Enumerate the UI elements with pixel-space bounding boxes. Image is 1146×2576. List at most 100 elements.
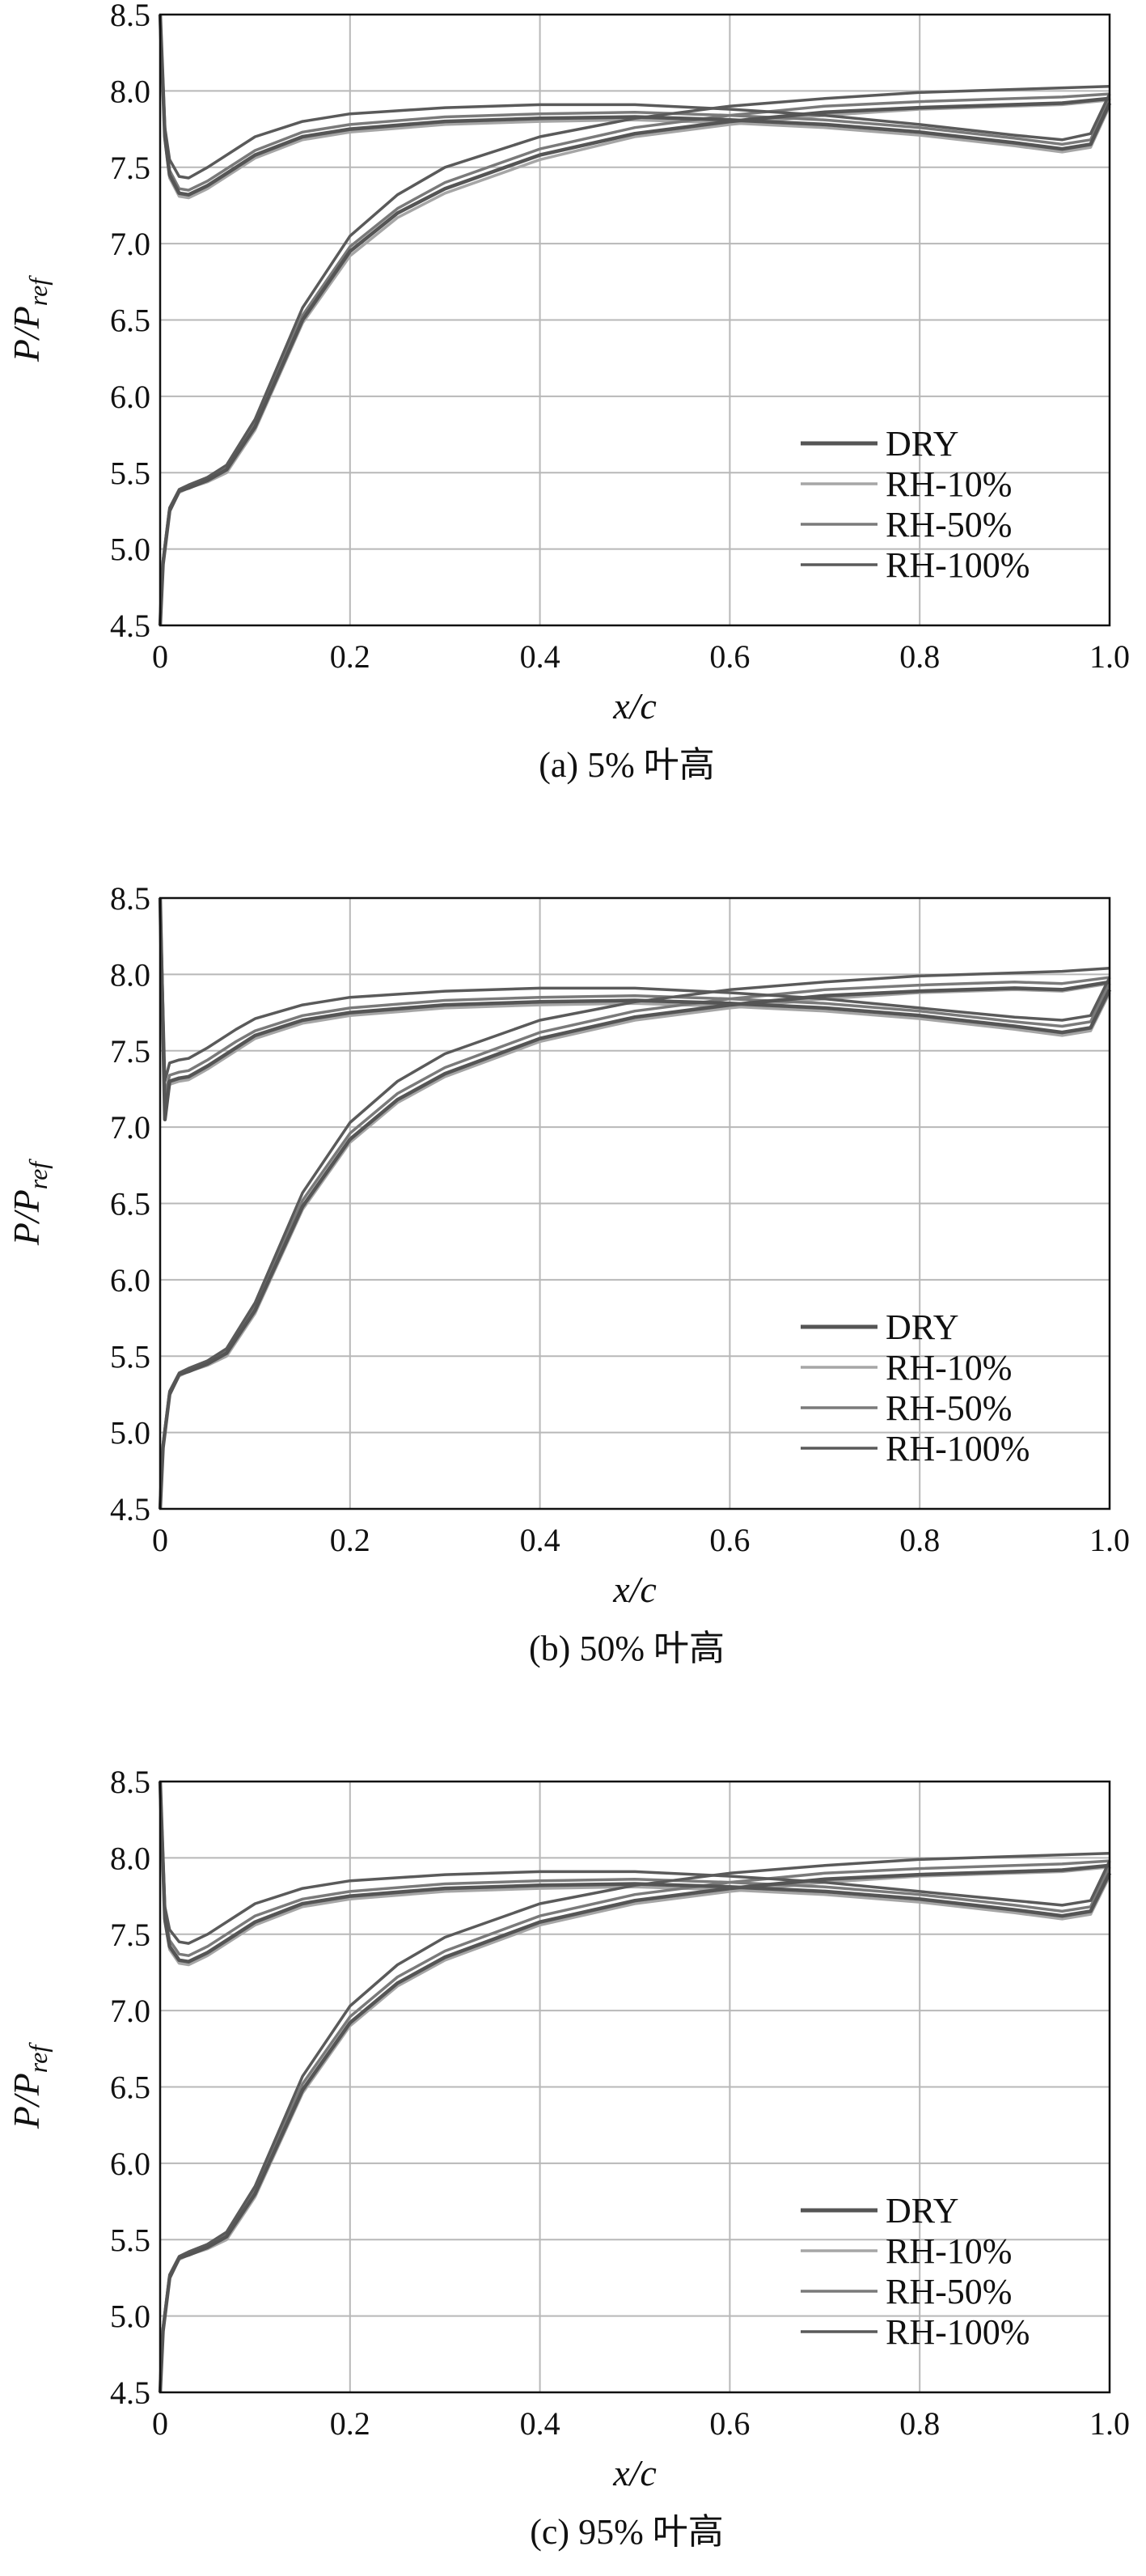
y-tick-label: 4.5 xyxy=(110,2375,150,2411)
legend-label: RH-50% xyxy=(886,1388,1012,1428)
y-tick-label: 5.0 xyxy=(110,2298,150,2335)
series-line-dry-pressure-side xyxy=(158,1781,1112,1964)
series-line-dry-pressure-side xyxy=(158,897,1112,1121)
x-tick-label: 0.8 xyxy=(899,1522,940,1558)
series-line-rh-50--pressure-side xyxy=(159,14,1111,192)
x-tick-label: 1.0 xyxy=(1089,2405,1130,2442)
chart-b-x-axis-label: x/c xyxy=(612,1569,657,1610)
y-tick-label: 5.0 xyxy=(110,532,150,568)
legend-label: RH-50% xyxy=(886,2272,1012,2311)
series-line-dry-pressure-side xyxy=(158,14,1112,197)
y-tick-label: 6.0 xyxy=(110,1262,150,1299)
series-line-rh-10--pressure-side xyxy=(159,897,1111,1114)
y-tick-label: 7.5 xyxy=(110,150,150,186)
x-tick-label: 0.2 xyxy=(330,638,370,675)
chart-b-caption: (b) 50% 叶高 xyxy=(529,1629,725,1668)
series-line-rh-100--pressure-side xyxy=(159,897,1111,1083)
legend-label: DRY xyxy=(886,424,958,464)
chart-c-plot-frame xyxy=(159,1780,1111,2394)
y-tick-label: 8.0 xyxy=(110,1840,150,1876)
chart-b-y-tick-labels: 4.5 5.0 5.5 6.0 6.5 7.0 7.5 8.0 8.5 xyxy=(110,880,150,1527)
chart-c-series-lines xyxy=(158,1781,1112,2393)
series-line-dry-suction-side xyxy=(158,980,1110,1510)
chart-c-caption: (c) 95% 叶高 xyxy=(530,2512,724,2552)
x-tick-label: 1.0 xyxy=(1089,1522,1130,1558)
x-tick-label: 1.0 xyxy=(1089,638,1130,675)
legend-label: DRY xyxy=(886,1307,958,1347)
x-tick-label: 0.2 xyxy=(330,2405,370,2442)
legend-label: RH-100% xyxy=(886,2312,1030,2352)
legend-label: RH-10% xyxy=(886,2231,1012,2271)
x-tick-label: 0.6 xyxy=(709,1522,750,1558)
series-line-rh-100--pressure-side xyxy=(159,1781,1111,1945)
chart-c-x-tick-labels: 0 0.2 0.4 0.6 0.8 1.0 xyxy=(152,2405,1130,2442)
y-tick-label: 8.5 xyxy=(110,880,150,917)
chart-c-x-axis-label: x/c xyxy=(612,2452,657,2493)
y-tick-label: 8.5 xyxy=(110,1764,150,1800)
y-tick-label: 8.5 xyxy=(110,0,150,33)
y-tick-label: 6.5 xyxy=(110,2070,150,2106)
x-tick-label: 0.8 xyxy=(899,2405,940,2442)
y-tick-label: 6.0 xyxy=(110,2146,150,2182)
y-tick-label: 8.0 xyxy=(110,73,150,109)
chart-b-y-axis-label: P/Pref xyxy=(6,1159,53,1246)
chart-a-plot-frame xyxy=(159,13,1111,627)
series-line-rh-10--pressure-side xyxy=(159,14,1111,200)
y-tick-label: 7.5 xyxy=(110,1033,150,1070)
x-tick-label: 0.4 xyxy=(520,638,560,675)
series-line-dry-suction-side xyxy=(158,1863,1110,2393)
series-line-rh-10--pressure-side xyxy=(159,1781,1111,1967)
y-tick-label: 6.5 xyxy=(110,303,150,339)
series-line-dry-suction-side xyxy=(158,96,1110,626)
x-tick-label: 0 xyxy=(152,638,168,675)
x-tick-label: 0.2 xyxy=(330,1522,370,1558)
x-tick-label: 0 xyxy=(152,1522,168,1558)
y-tick-label: 7.0 xyxy=(110,1109,150,1146)
chart-c-y-tick-labels: 4.5 5.0 5.5 6.0 6.5 7.0 7.5 8.0 8.5 xyxy=(110,1764,150,2411)
chart-a-caption: (a) 5% 叶高 xyxy=(539,745,715,785)
legend-label: DRY xyxy=(886,2191,958,2231)
chart-b-plot-frame xyxy=(159,896,1111,1510)
x-tick-label: 0.4 xyxy=(520,2405,560,2442)
legend-label: RH-50% xyxy=(886,505,1012,544)
y-tick-label: 4.5 xyxy=(110,608,150,644)
x-tick-label: 0.4 xyxy=(520,1522,560,1558)
chart-a-x-axis-label: x/c xyxy=(612,685,657,727)
y-tick-label: 5.5 xyxy=(110,1338,150,1375)
chart-b-series-lines xyxy=(158,897,1112,1510)
chart-c-y-axis-label: P/Pref xyxy=(6,2042,53,2129)
series-line-rh-50--pressure-side xyxy=(159,1781,1111,1957)
series-line-rh-100--pressure-side xyxy=(159,14,1111,180)
y-tick-label: 5.5 xyxy=(110,2222,150,2258)
y-tick-label: 7.5 xyxy=(110,1917,150,1953)
y-tick-label: 4.5 xyxy=(110,1491,150,1527)
chart-a-y-tick-labels: 4.5 5.0 5.5 6.0 6.5 7.0 7.5 8.0 8.5 xyxy=(110,0,150,644)
chart-panel-c: 0 0.2 0.4 0.6 0.8 1.0 4.5 5.0 5.5 6.0 6.5 7.0 7.5 8.… xyxy=(6,1764,1130,2552)
x-tick-label: 0.6 xyxy=(709,2405,750,2442)
x-tick-label: 0 xyxy=(152,2405,168,2442)
chart-b-grid xyxy=(160,898,1110,1509)
y-tick-label: 8.0 xyxy=(110,956,150,993)
series-line-rh-50--pressure-side xyxy=(159,897,1111,1099)
chart-panel-b: 0 0.2 0.4 0.6 0.8 1.0 4.5 5.0 5.5 6.0 6.5 7.0 7.5 8.… xyxy=(6,880,1130,1668)
y-tick-label: 5.5 xyxy=(110,455,150,491)
legend-label: RH-100% xyxy=(886,545,1030,585)
legend-label: RH-100% xyxy=(886,1429,1030,1468)
x-tick-label: 0.6 xyxy=(709,638,750,675)
chart-a-series-lines xyxy=(158,14,1112,626)
y-tick-label: 5.0 xyxy=(110,1415,150,1451)
y-tick-label: 7.0 xyxy=(110,1993,150,2029)
chart-panel-a: 0 0.2 0.4 0.6 0.8 1.0 4.5 5.0 5.5 6.0 6.5 7.0 7.5 8.… xyxy=(6,0,1130,785)
chart-b-x-tick-labels: 0 0.2 0.4 0.6 0.8 1.0 xyxy=(152,1522,1130,1558)
legend-label: RH-10% xyxy=(886,1348,1012,1388)
legend-label: RH-10% xyxy=(886,464,1012,504)
chart-a-y-axis-label: P/Pref xyxy=(6,275,53,362)
y-tick-label: 7.0 xyxy=(110,226,150,262)
y-tick-label: 6.0 xyxy=(110,379,150,415)
x-tick-label: 0.8 xyxy=(899,638,940,675)
y-tick-label: 6.5 xyxy=(110,1186,150,1222)
